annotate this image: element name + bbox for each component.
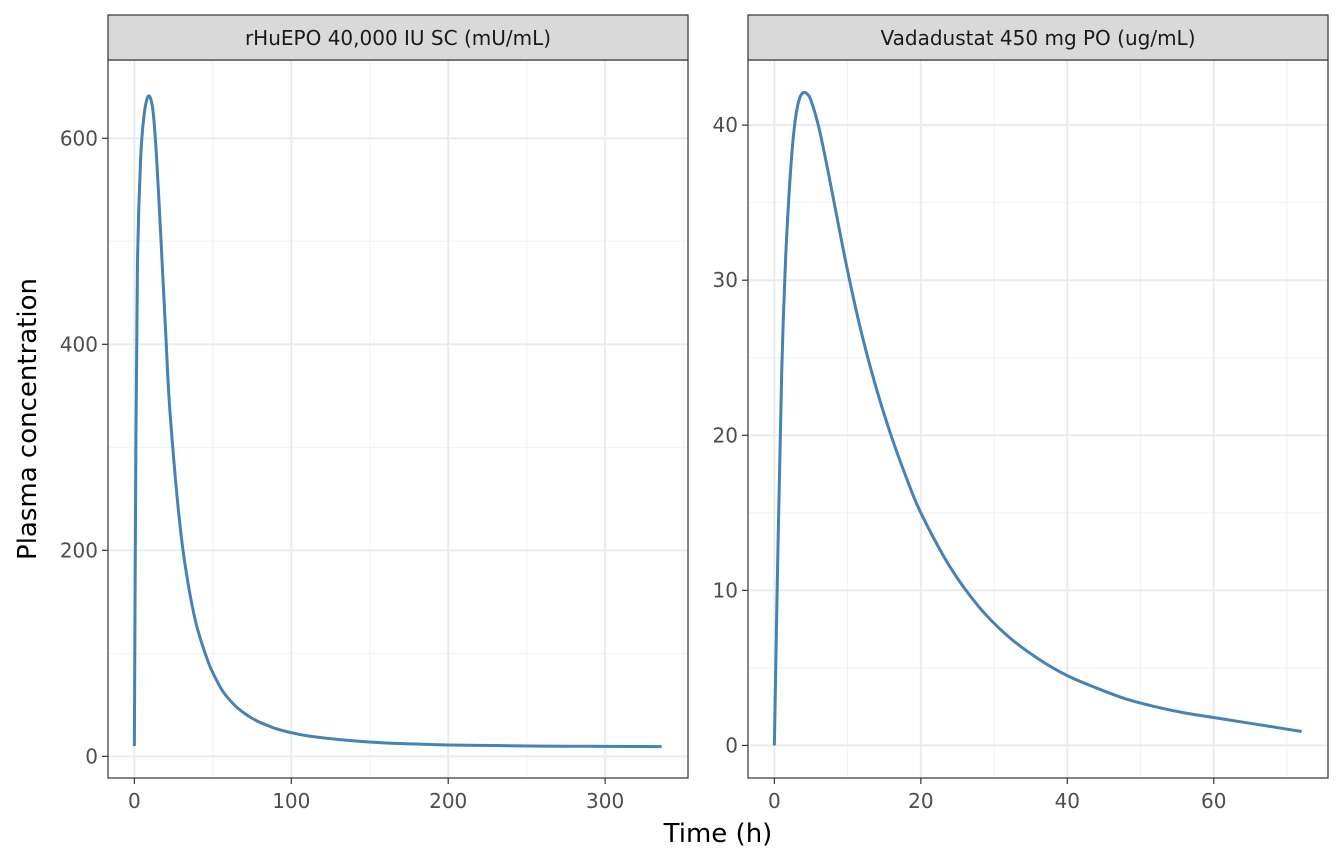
- grid-lines: [748, 60, 1328, 778]
- x-tick-label: 20: [908, 789, 933, 813]
- series-line-vadadustat: [772, 90, 1302, 746]
- x-tick-label: 0: [128, 789, 141, 813]
- x-tick-label: 100: [272, 789, 310, 813]
- y-tick-label: 20: [713, 423, 738, 447]
- panel-background: [108, 60, 688, 778]
- y-tick-label: 40: [713, 113, 738, 137]
- axis-ticks: 0 100 200 300 0 200 400 600: [60, 126, 624, 813]
- y-tick-label: 0: [85, 744, 98, 768]
- x-tick-label: 300: [586, 789, 624, 813]
- panel-rhuepo: rHuEPO 40,000 IU SC (mU/mL) 0 100 200 300 0 2…: [60, 14, 689, 813]
- x-tick-label: 200: [429, 789, 467, 813]
- y-tick-label: 400: [60, 332, 98, 356]
- panel-background: [748, 60, 1328, 778]
- panel-title: rHuEPO 40,000 IU SC (mU/mL): [245, 26, 551, 50]
- y-tick-label: 600: [60, 126, 98, 150]
- axis-ticks: 0 20 40 60 0 10 20 30 40: [713, 113, 1227, 813]
- panel-strip: [107, 14, 689, 61]
- y-tick-label: 30: [713, 268, 738, 292]
- x-tick-label: 60: [1201, 789, 1226, 813]
- panel-vadadustat: Vadadustat 450 mg PO (ug/mL) 0 20 40 60 0 10 2…: [713, 14, 1329, 813]
- x-tick-label: 40: [1055, 789, 1080, 813]
- y-tick-label: 10: [713, 578, 738, 602]
- y-tick-label: 200: [60, 538, 98, 562]
- grid-lines: [108, 60, 688, 778]
- y-axis-title: Plasma concentration: [13, 278, 43, 560]
- y-tick-label: 0: [725, 733, 738, 757]
- x-tick-label: 0: [768, 789, 781, 813]
- series-line-rhuepo: [132, 94, 662, 749]
- panel-title: Vadadustat 450 mg PO (ug/mL): [881, 26, 1196, 50]
- panel-strip: [747, 14, 1329, 61]
- x-axis-title: Time (h): [663, 819, 773, 849]
